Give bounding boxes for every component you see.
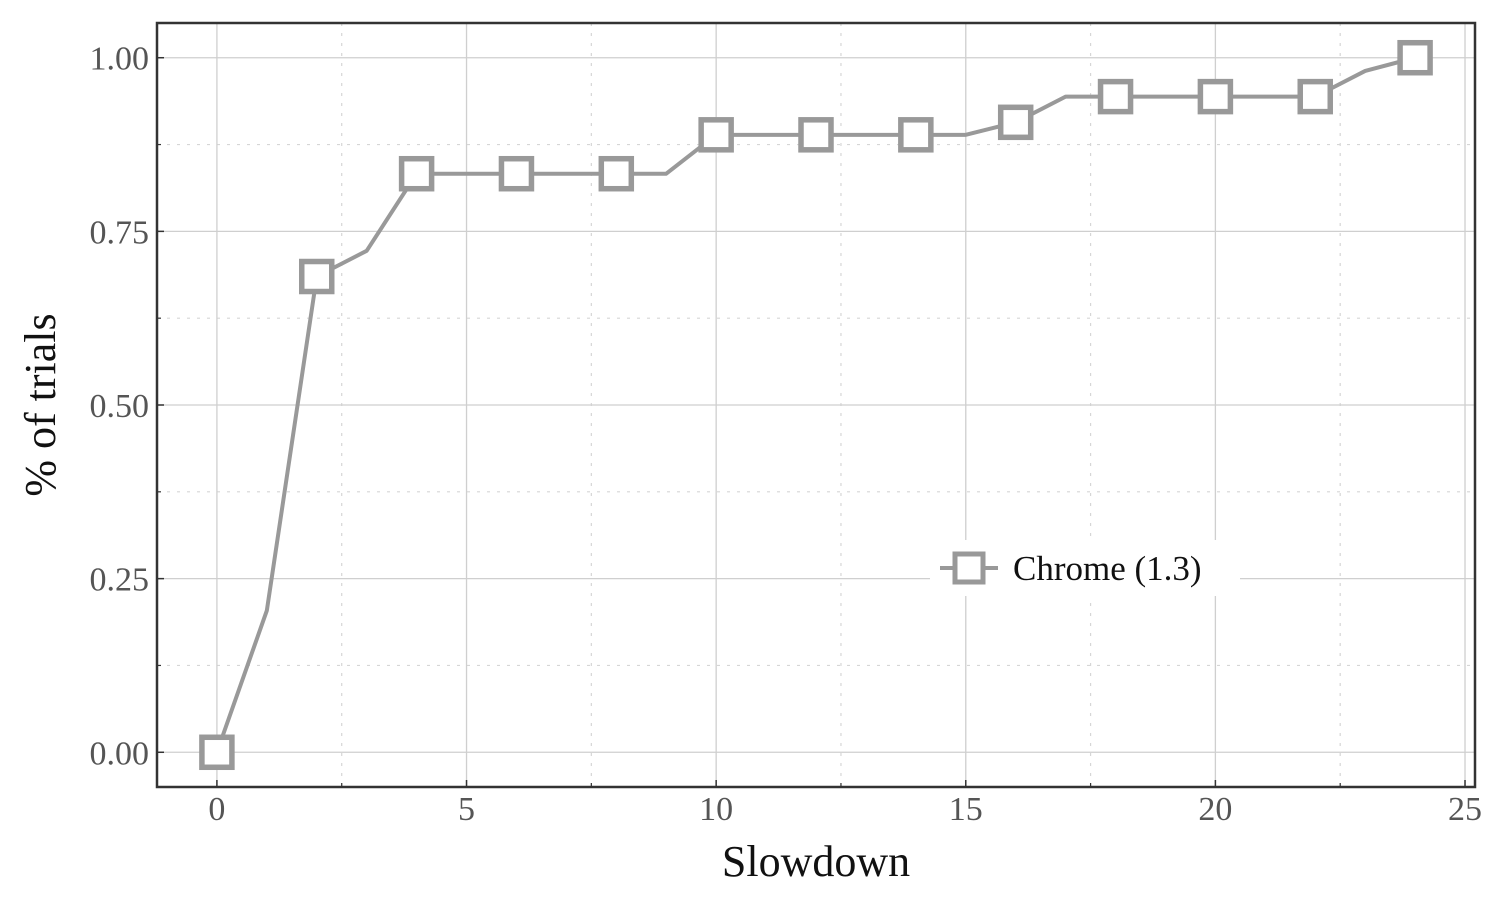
data-point-marker <box>1297 78 1333 115</box>
data-point-marker <box>1397 39 1433 76</box>
data-point-marker <box>199 734 235 771</box>
series-layer <box>199 39 1433 771</box>
y-tick-label: 0.25 <box>90 562 150 599</box>
y-tick-label: 0.75 <box>90 214 150 251</box>
x-axis-ticks: 0 5 10 15 20 25 <box>208 780 1482 828</box>
x-tick-label: 0 <box>208 791 225 828</box>
y-tick-label: 0.50 <box>90 388 150 425</box>
legend-label: Chrome (1.3) <box>1013 549 1202 588</box>
legend-marker <box>952 551 986 585</box>
data-point-marker <box>898 117 934 153</box>
data-point-marker <box>398 155 435 192</box>
y-tick-label: 0.00 <box>90 735 150 772</box>
data-point-marker <box>1197 78 1234 115</box>
y-axis-ticks: 0.00 0.25 0.50 0.75 1.00 <box>90 41 164 772</box>
data-point-marker <box>598 155 635 192</box>
legend: Chrome (1.3) <box>930 540 1240 596</box>
data-point-marker <box>698 117 734 153</box>
data-point-marker <box>498 155 535 192</box>
x-tick-label: 5 <box>458 791 475 828</box>
data-point-marker <box>997 104 1034 141</box>
data-point-marker <box>299 258 335 295</box>
data-point-marker <box>1097 78 1134 115</box>
x-tick-label: 20 <box>1198 791 1232 828</box>
major-grid <box>157 23 1475 787</box>
x-tick-label: 15 <box>949 791 983 828</box>
y-axis-label: % of trials <box>16 313 65 496</box>
x-tick-label: 10 <box>699 791 733 828</box>
y-tick-label: 1.00 <box>90 41 150 78</box>
data-point-marker <box>798 117 834 153</box>
x-tick-label: 25 <box>1448 791 1482 828</box>
x-axis-label: Slowdown <box>722 837 910 886</box>
